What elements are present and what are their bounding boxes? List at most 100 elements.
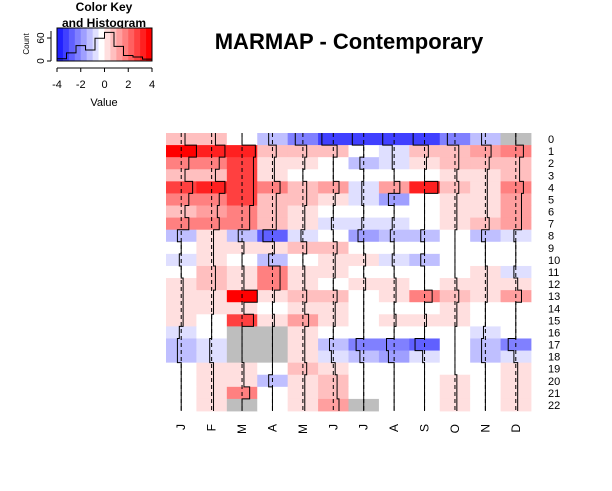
heatmap-cell	[409, 145, 441, 158]
color-key-y-axis: 0 60	[36, 31, 52, 64]
heatmap-cell	[378, 133, 410, 146]
heatmap-cell	[409, 133, 441, 146]
color-key-swatch	[104, 28, 111, 61]
row-label: 6	[548, 207, 554, 219]
heatmap-cell	[226, 181, 258, 194]
heatmap-cell	[287, 278, 319, 291]
column-trace-line	[321, 133, 340, 411]
column-trace-line	[237, 133, 258, 411]
heatmap-cell	[287, 350, 319, 364]
column-trace-line	[209, 133, 226, 411]
heatmap-cell	[348, 278, 380, 291]
heatmap-cell	[378, 181, 410, 194]
column-label: J	[174, 424, 188, 430]
heatmap-cell	[348, 350, 380, 364]
color-key-x-axis: -4 -2 0 2 4	[52, 67, 155, 91]
heatmap-cell	[378, 229, 410, 243]
column-trace-line	[262, 133, 281, 411]
color-key-swatch	[57, 28, 64, 61]
color-key-swatch	[146, 28, 153, 61]
row-label: 9	[548, 243, 554, 255]
row-label: 8	[548, 231, 554, 243]
column-trace-line	[481, 133, 492, 411]
color-key-swatch	[98, 28, 105, 61]
heatmap-cell	[226, 265, 258, 279]
column-trace-line	[382, 133, 401, 411]
heatmap-cell	[257, 145, 289, 158]
heatmap-cell	[348, 181, 380, 194]
heatmap-cell	[287, 217, 319, 231]
heatmap-cell	[500, 278, 532, 291]
column-label: D	[509, 424, 523, 433]
heatmap-cell	[196, 350, 228, 364]
color-key-x-tick-label: 0	[101, 79, 107, 91]
heatmap-cell	[439, 217, 471, 231]
heatmap-cell	[409, 229, 441, 243]
heatmap-cell	[439, 278, 471, 291]
heatmap-cell	[378, 217, 410, 231]
color-key-swatch	[140, 28, 147, 61]
color-key-swatch	[122, 28, 129, 61]
column-label: M	[235, 424, 249, 434]
row-label: 15	[548, 315, 560, 327]
color-key-ylabel: Count	[22, 33, 31, 55]
heatmap-cell	[348, 229, 380, 243]
row-label: 2	[548, 158, 554, 170]
heatmap-cell	[500, 362, 532, 376]
color-key-swatch	[62, 28, 70, 61]
heatmap-cell	[196, 145, 228, 158]
column-label: J	[326, 424, 340, 430]
row-label: 19	[548, 364, 560, 376]
row-label: 14	[548, 303, 560, 315]
column-trace-line	[176, 133, 197, 411]
color-key-x-tick-label: 2	[125, 79, 131, 91]
heatmap-cell	[439, 314, 471, 327]
heatmap-cell	[226, 314, 258, 327]
heatmap-cell	[166, 350, 197, 364]
heatmap-cell	[470, 217, 501, 231]
row-label: 1	[548, 146, 554, 158]
heatmap-cell	[287, 229, 319, 243]
row-label: 20	[548, 376, 560, 388]
heatmap-cell	[287, 398, 319, 412]
color-key-frame	[56, 27, 153, 62]
heatmap-cell	[378, 278, 410, 291]
heatmap-cell	[470, 181, 501, 194]
heatmap-cell	[439, 145, 471, 158]
row-label: 22	[548, 400, 560, 412]
row-label: 17	[548, 340, 560, 352]
column-trace-line	[507, 133, 524, 411]
heatmap-cell	[166, 181, 197, 194]
heatmap-cell	[348, 217, 380, 231]
heatmap-cell	[196, 133, 228, 146]
color-key-bar	[57, 28, 153, 61]
color-key-histogram	[56, 31, 153, 61]
color-key-swatch	[80, 28, 88, 61]
heatmap-cell	[500, 229, 532, 243]
heatmap-cell	[257, 133, 289, 146]
heatmap-cell	[318, 398, 349, 412]
heatmap-cell	[500, 350, 532, 364]
color-key-x-tick-label: 4	[149, 79, 155, 91]
heatmap-cell	[196, 362, 228, 376]
heatmap-cell	[196, 278, 228, 291]
color-key-swatch	[74, 28, 82, 61]
heatmap-cell	[500, 265, 532, 279]
heatmap-cell	[318, 133, 349, 146]
heatmap-cell	[409, 314, 441, 327]
heatmap-cell	[226, 362, 258, 376]
heatmap-cell	[166, 145, 197, 158]
chart-title: MARMAP - Contemporary	[215, 29, 484, 54]
column-label: F	[205, 424, 219, 431]
color-key-swatch	[92, 28, 99, 61]
row-label: 13	[548, 291, 560, 303]
column-label: A	[387, 424, 401, 432]
heatmap-cell	[257, 229, 289, 243]
row-label: 7	[548, 219, 554, 231]
heatmap-cell	[226, 145, 258, 158]
row-label: 12	[548, 279, 560, 291]
heatmap-cell	[196, 398, 228, 412]
